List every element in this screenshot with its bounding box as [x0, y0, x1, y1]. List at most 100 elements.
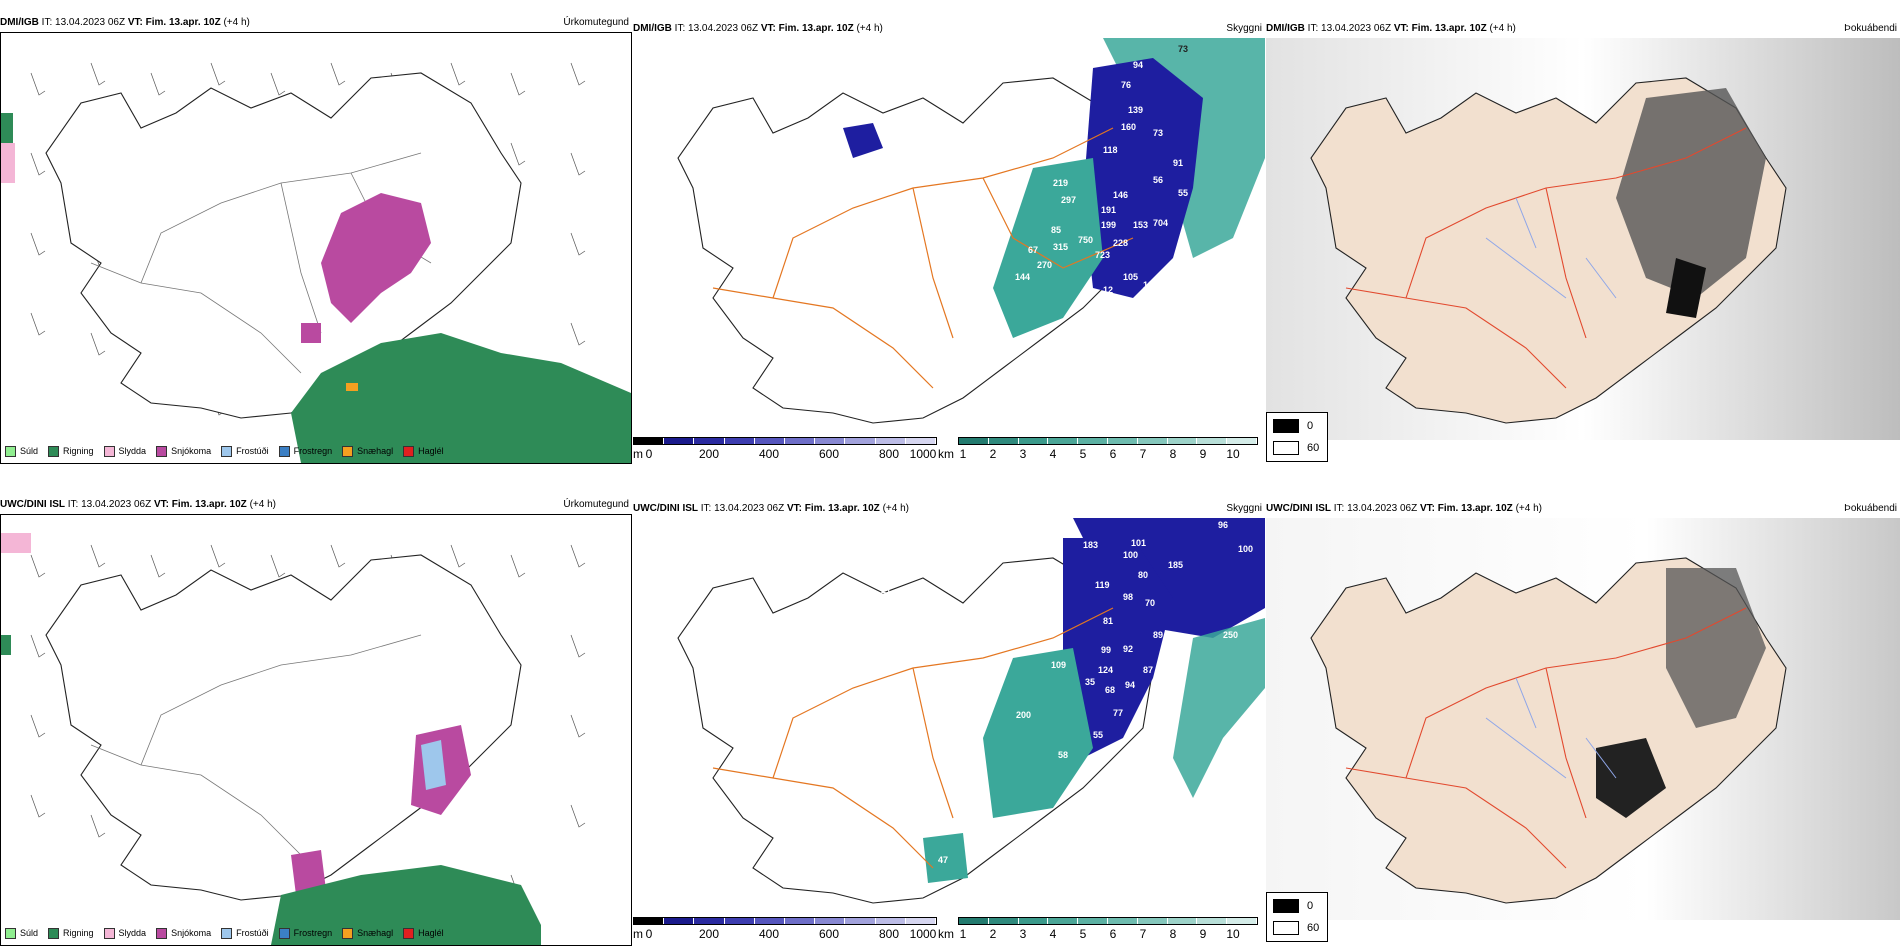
- scale-seg: [1048, 438, 1079, 444]
- scale-seg: [1167, 918, 1198, 924]
- fog-map-svg: [1266, 38, 1900, 440]
- scale-seg: [664, 438, 695, 444]
- vis-label: 105: [1123, 272, 1138, 282]
- vis-label: 21: [881, 585, 891, 595]
- fog-key-row: 0: [1273, 419, 1313, 433]
- legend-label: Frostúði: [236, 928, 269, 938]
- edge-sleet: [1, 533, 31, 553]
- scale-tick: 1: [959, 927, 967, 941]
- fog-black-swatch: [1273, 419, 1299, 433]
- precip-map[interactable]: Súld Rigning Slydda Snjókoma Frostúði Fr…: [0, 32, 632, 464]
- roads: [90, 152, 432, 374]
- scale-seg: [905, 918, 937, 924]
- panel-header: UWC/DINI ISL IT: 13.04.2023 06Z VT: Fim.…: [0, 496, 632, 514]
- fog-map[interactable]: [1266, 518, 1900, 920]
- iceland-coast: [45, 72, 522, 419]
- rain-area: [271, 865, 541, 945]
- iceland-coast: [677, 557, 1154, 904]
- freezing-drizzle-swatch: [221, 927, 233, 939]
- init-time: IT: 13.04.2023 06Z: [41, 17, 126, 28]
- model-name: DMI/IGB: [633, 23, 672, 34]
- scale-tick: 7: [1139, 447, 1147, 461]
- scale-seg: [754, 918, 786, 924]
- vis-label: 92: [1123, 644, 1133, 654]
- visibility-map-svg: 73 94 76 139 160 73 118 91 56 55 146 219…: [633, 38, 1265, 440]
- drizzle-swatch: [5, 927, 16, 939]
- scale-seg: [1107, 918, 1138, 924]
- vis-labels: 96 101 183 100 185 80 100 119 98 70 250 …: [758, 520, 1253, 865]
- vis-label: 94: [1125, 680, 1135, 690]
- sleet-swatch: [103, 445, 115, 457]
- snow-spot: [291, 850, 326, 895]
- visibility-map[interactable]: 73 94 76 139 160 73 118 91 56 55 146 219…: [633, 38, 1265, 440]
- scale-seg: [1078, 918, 1108, 924]
- vis-label: 144: [1015, 272, 1030, 282]
- vis-label: 160: [1121, 122, 1136, 132]
- visibility-map[interactable]: 96 101 183 100 185 80 100 119 98 70 250 …: [633, 518, 1265, 920]
- model-name: DMI/IGB: [0, 17, 39, 28]
- visibility-panel-top: DMI/IGB IT: 13.04.2023 06Z VT: Fim. 13.a…: [633, 20, 1265, 440]
- vis-label: 73: [1178, 44, 1188, 54]
- low-vis-blue: [1083, 58, 1203, 298]
- vis-label: 94: [1133, 60, 1143, 70]
- param-name: Þokuábendi: [1844, 23, 1897, 34]
- fog-dark-east: [1616, 88, 1766, 298]
- vis-label: 58: [1058, 750, 1068, 760]
- scale-seg: [1048, 918, 1079, 924]
- panel-header: DMI/IGB IT: 13.04.2023 06Z VT: Fim. 13.a…: [633, 20, 1265, 38]
- scale-tick: 0: [645, 927, 653, 941]
- fog-map[interactable]: [1266, 38, 1900, 440]
- vis-labels: 73 94 76 139 160 73 118 91 56 55 146 219…: [663, 44, 1188, 398]
- mid-vis-teal: [983, 648, 1093, 818]
- legend-label: Súld: [20, 446, 39, 456]
- vis-label: 56: [1153, 175, 1163, 185]
- scale-seg: [959, 918, 989, 924]
- edge-rain: [1, 635, 11, 655]
- edge-sleet: [1, 143, 15, 183]
- fog-key-label: 0: [1307, 420, 1314, 432]
- param-name: Þokuábendi: [1844, 503, 1897, 514]
- legend-item: Rigning: [48, 445, 94, 457]
- param-name: Skyggni: [1226, 503, 1262, 514]
- freezing-drizzle-swatch: [221, 445, 233, 457]
- vis-label: 73: [1153, 128, 1163, 138]
- scale-seg: [905, 438, 937, 444]
- scale-seg: [1137, 438, 1168, 444]
- panel-header: UWC/DINI ISL IT: 13.04.2023 06Z VT: Fim.…: [633, 500, 1265, 518]
- iceland-coast: [45, 554, 522, 901]
- panel-header: DMI/IGB IT: 13.04.2023 06Z VT: Fim. 13.a…: [0, 14, 632, 32]
- scale-tick: 6: [1109, 927, 1117, 941]
- scale-tick: 5: [1079, 447, 1087, 461]
- lead-time: (+4 h): [856, 23, 883, 34]
- legend-item: Súld: [5, 927, 38, 939]
- lead-time: (+4 h): [249, 499, 276, 510]
- vis-label: 199: [1101, 220, 1116, 230]
- vis-label: 81: [1103, 616, 1113, 626]
- roads: [1345, 607, 1747, 869]
- scale-tick: 1000: [909, 927, 937, 941]
- m-scale-bar: [633, 917, 937, 925]
- scale-tick: 200: [698, 447, 720, 461]
- legend-item: Frostregn: [278, 445, 332, 457]
- scale-seg: [694, 918, 725, 924]
- legend-label: Haglél: [418, 928, 444, 938]
- scale-tick: 10: [1226, 927, 1240, 941]
- vis-label: 100: [1238, 544, 1253, 554]
- vis-label: 76: [1121, 80, 1131, 90]
- visibility-map-svg: 96 101 183 100 185 80 100 119 98 70 250 …: [633, 518, 1265, 920]
- vis-label: 153: [1133, 220, 1148, 230]
- vis-label: 219: [1053, 178, 1068, 188]
- lead-time: (+4 h): [223, 17, 250, 28]
- scale-seg: [875, 918, 906, 924]
- vis-label: 139: [1128, 105, 1143, 115]
- precip-map[interactable]: Súld Rigning Slydda Snjókoma Frostúði Fr…: [0, 514, 632, 946]
- fog-dark-spot: [1666, 258, 1706, 318]
- fog-dark-east: [1666, 568, 1766, 728]
- vis-label: 47: [938, 855, 948, 865]
- vis-label: 750: [1078, 235, 1093, 245]
- rain-area: [291, 333, 631, 463]
- vis-label: 108: [1143, 280, 1158, 290]
- m-scale-bar: [633, 437, 937, 445]
- vis-label: 91: [1173, 158, 1183, 168]
- legend-label: Slydda: [118, 928, 147, 938]
